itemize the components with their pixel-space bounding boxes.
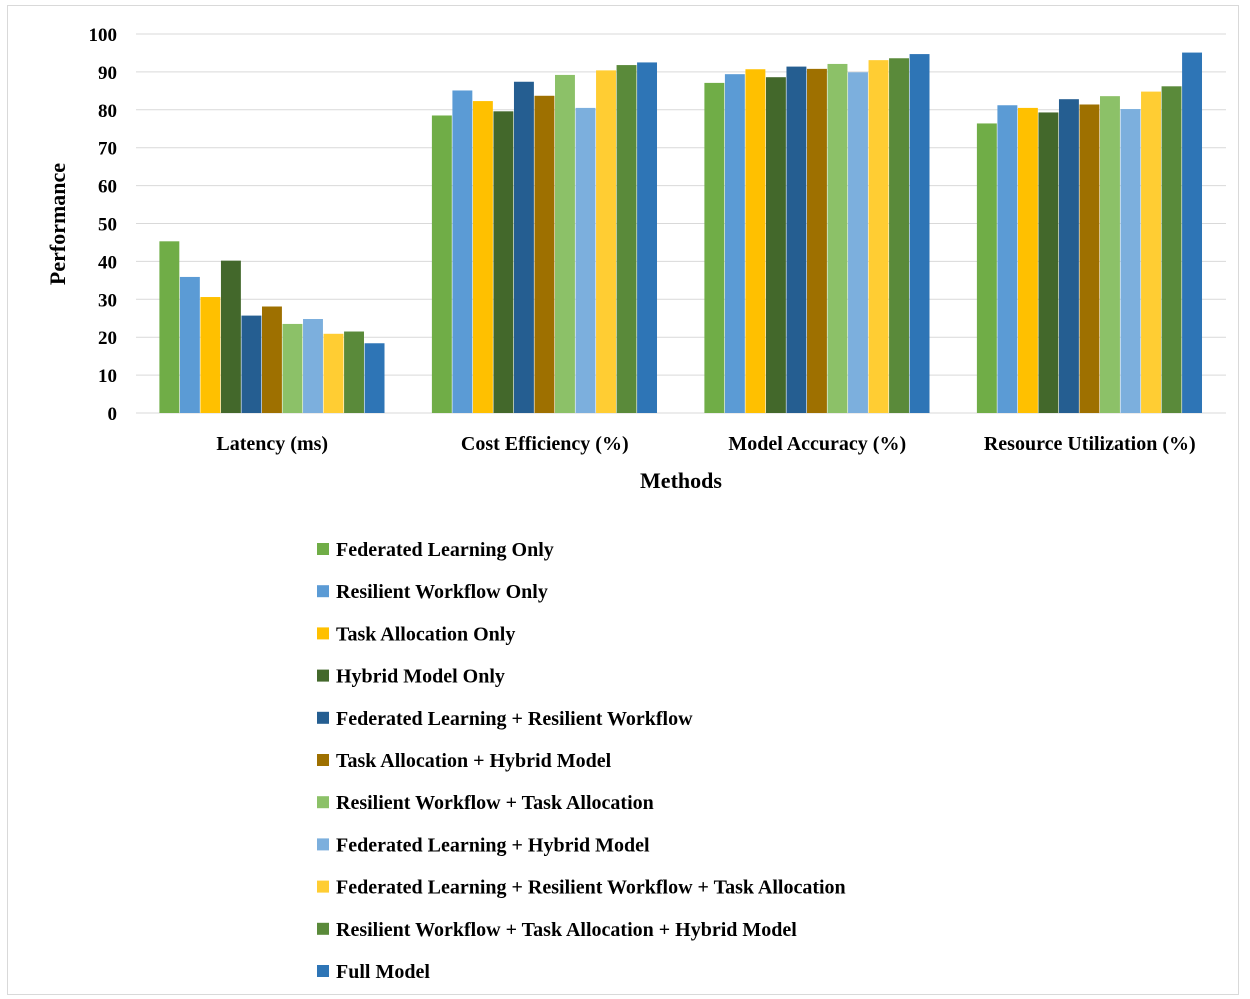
- legend: Federated Learning Only Resilient Workflo…: [317, 539, 846, 983]
- bar: [261, 306, 282, 413]
- bar: [1161, 86, 1182, 413]
- y-tick-label: 50: [98, 215, 117, 236]
- x-category-label: Cost Efficiency (%): [461, 433, 629, 455]
- bar: [200, 297, 221, 413]
- legend-label: Resilient Workflow Only: [336, 581, 548, 603]
- bar: [1058, 99, 1079, 414]
- legend-swatch: [317, 754, 329, 766]
- legend-swatch: [317, 880, 329, 893]
- x-axis-title: Methods: [640, 468, 722, 493]
- bar: [616, 65, 637, 413]
- bar: [493, 111, 514, 413]
- legend-label: Federated Learning + Resilient Workflow: [336, 708, 693, 730]
- bar: [806, 68, 827, 414]
- x-category-label: Latency (ms): [216, 433, 328, 455]
- y-tick-label: 60: [98, 177, 117, 198]
- y-axis-title: Performance: [45, 163, 70, 285]
- x-category-label: Model Accuracy (%): [728, 433, 906, 455]
- bar: [889, 58, 909, 413]
- bar: [513, 81, 534, 413]
- bar: [452, 90, 473, 413]
- y-axis-ticks: 0 10 20 30 40 50 60 70 80 90 100: [89, 25, 118, 425]
- y-tick-label: 40: [98, 252, 117, 273]
- y-tick-label: 10: [98, 366, 117, 387]
- bar: [431, 115, 452, 414]
- bar: [596, 70, 616, 413]
- bar: [909, 54, 930, 413]
- legend-swatch: [317, 838, 329, 851]
- bar: [786, 66, 807, 414]
- bar: [282, 323, 303, 413]
- bar: [1141, 91, 1161, 413]
- legend-label: Resilient Workflow + Task Allocation: [336, 792, 654, 814]
- bar: [976, 123, 997, 413]
- legend-label: Hybrid Model Only: [336, 666, 505, 688]
- bar: [364, 343, 385, 413]
- bar: [303, 319, 323, 413]
- bar: [765, 77, 786, 414]
- y-tick-label: 70: [98, 139, 117, 160]
- legend-swatch: [317, 922, 329, 935]
- legend-label: Task Allocation Only: [336, 623, 515, 645]
- bar: [1120, 109, 1141, 414]
- legend-swatch: [317, 585, 329, 598]
- legend-swatch: [317, 543, 329, 555]
- bar: [1100, 96, 1120, 413]
- legend-label: Full Model: [336, 961, 430, 983]
- bar: [997, 105, 1018, 413]
- bar: [344, 331, 364, 413]
- bar: [179, 276, 200, 413]
- legend-label: Federated Learning Only: [336, 539, 554, 561]
- legend-label: Federated Learning + Hybrid Model: [336, 834, 650, 856]
- bar: [575, 107, 596, 413]
- bar: [704, 82, 725, 414]
- bar: [745, 69, 766, 413]
- y-tick-label: 100: [89, 25, 118, 46]
- bar: [241, 315, 262, 413]
- legend-label: Resilient Workflow + Task Allocation + H…: [336, 919, 797, 941]
- bars: [159, 52, 1203, 414]
- legend-swatch: [317, 627, 329, 640]
- y-tick-label: 0: [108, 404, 118, 425]
- bar: [159, 241, 180, 413]
- x-axis-categories: Latency (ms) Cost Efficiency (%) Model Acc…: [216, 433, 1195, 455]
- bar: [1079, 104, 1100, 413]
- legend-label: Task Allocation + Hybrid Model: [336, 750, 612, 772]
- legend-swatch: [317, 669, 329, 682]
- bar: [1038, 112, 1059, 413]
- bar: [1017, 107, 1038, 413]
- legend-swatch: [317, 796, 329, 809]
- bar: [724, 74, 745, 413]
- bar: [534, 95, 555, 413]
- bar: [1182, 52, 1203, 414]
- legend-label: Federated Learning + Resilient Workflow …: [336, 877, 846, 899]
- bar: [827, 63, 848, 413]
- bar: [220, 260, 241, 413]
- x-category-label: Resource Utilization (%): [984, 433, 1196, 455]
- y-tick-label: 20: [98, 328, 117, 349]
- bar: [555, 74, 575, 413]
- bar: [323, 333, 344, 413]
- y-tick-label: 80: [98, 101, 117, 122]
- bar: [472, 101, 493, 413]
- y-tick-label: 90: [98, 63, 117, 84]
- bar: [868, 60, 889, 413]
- bar: [637, 62, 658, 414]
- legend-swatch: [317, 711, 329, 724]
- legend-swatch: [317, 965, 329, 977]
- y-tick-label: 30: [98, 290, 117, 311]
- bar: [848, 72, 868, 414]
